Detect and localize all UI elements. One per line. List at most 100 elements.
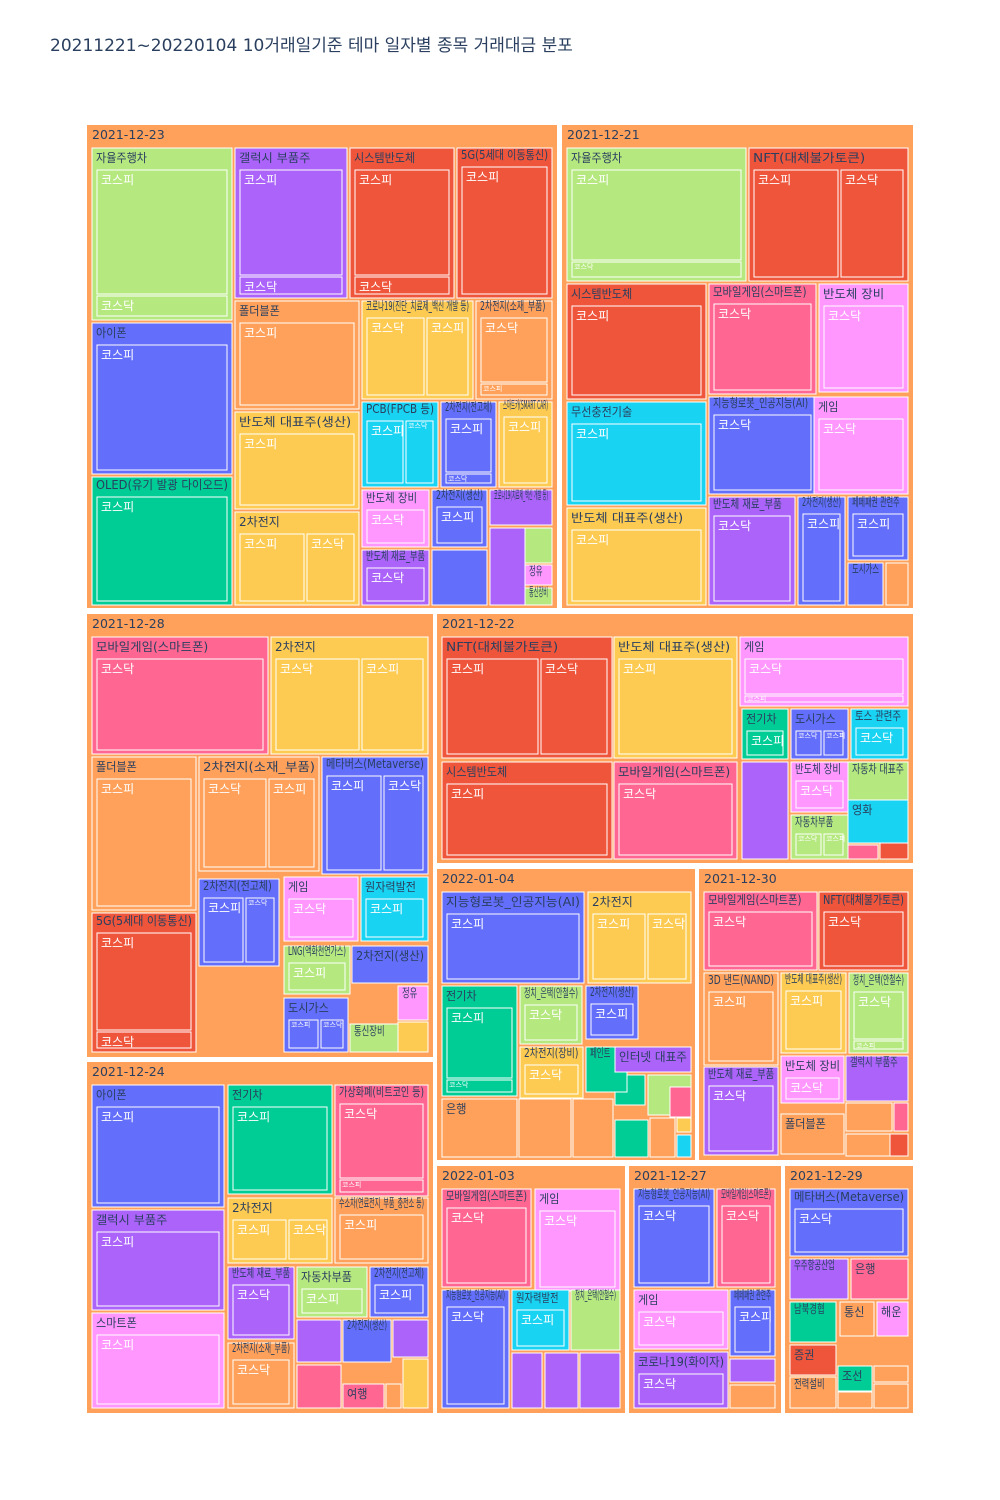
theme-rect[interactable] (91, 322, 233, 475)
minor-theme-tile[interactable] (511, 1352, 543, 1409)
theme-tile[interactable]: 모바일게임(스마트폰) 코스닥 (441, 1188, 532, 1288)
theme-tile[interactable]: 영화 (847, 799, 909, 844)
theme-rect[interactable] (441, 636, 613, 759)
theme-rect[interactable] (441, 1098, 518, 1158)
theme-tile[interactable]: 갤럭시 부품주 (845, 1055, 909, 1102)
theme-rect[interactable] (334, 1197, 429, 1264)
theme-tile[interactable]: 2차전지(생산) 코스피 (585, 985, 639, 1040)
market-rect[interactable] (268, 778, 315, 868)
market-rect[interactable] (288, 1219, 328, 1260)
theme-tile[interactable]: 정치_은택(안철수) (570, 1288, 621, 1351)
minor-theme-tile[interactable] (649, 1117, 676, 1158)
market-rect[interactable] (446, 1306, 505, 1405)
theme-rect[interactable] (789, 1344, 837, 1376)
theme-tile[interactable]: 반도체 대표주(생산) 코스피 (780, 972, 847, 1054)
theme-rect[interactable] (91, 1312, 225, 1409)
minor-theme-tile[interactable] (729, 1358, 776, 1383)
market-rect[interactable] (320, 1019, 344, 1049)
theme-rect[interactable] (633, 1289, 729, 1350)
theme-rect[interactable] (848, 972, 909, 1054)
market-rect[interactable] (239, 322, 355, 406)
theme-tile[interactable]: 모바일게임(스마트폰) 코스닥 (703, 891, 818, 971)
theme-tile[interactable]: 정유 (524, 564, 553, 586)
theme-rect[interactable] (91, 912, 197, 1053)
day-panel-2021-12-27[interactable]: 2021-12-27 지능형로봇_인공지능(AI) 코스닥 모바일게임(스마트폰) 코스… (629, 1166, 781, 1413)
theme-tile[interactable]: 2차전지(소재_부품) 코스닥 (227, 1341, 295, 1409)
market-rect[interactable] (339, 1179, 424, 1193)
minor-theme-tile[interactable] (296, 1364, 342, 1409)
market-rect[interactable] (708, 1085, 774, 1152)
theme-tile[interactable]: 2차전지(소재_부품) 코스닥 코스피 (198, 756, 320, 872)
market-rect[interactable] (383, 775, 424, 871)
market-rect[interactable] (708, 911, 813, 967)
minor-theme-tile[interactable] (741, 761, 789, 860)
market-rect[interactable] (571, 261, 742, 278)
market-rect[interactable] (571, 169, 742, 261)
theme-rect[interactable] (633, 1351, 729, 1409)
minor-theme-tile[interactable] (847, 844, 879, 860)
theme-tile[interactable]: 모바일게임(스마트폰) 코스닥 (716, 1187, 776, 1288)
market-rect[interactable] (366, 567, 425, 602)
theme-rect[interactable] (397, 985, 429, 1021)
market-rect[interactable] (446, 913, 580, 980)
theme-rect[interactable] (91, 636, 269, 755)
theme-rect[interactable] (441, 1188, 532, 1288)
theme-rect[interactable] (441, 761, 613, 860)
theme-tile[interactable]: 코로나19(화이자) 코스닥 (633, 1351, 729, 1409)
minor-theme-tile[interactable] (837, 1391, 873, 1409)
theme-tile[interactable]: 폴더블폰 (780, 1113, 845, 1155)
market-rect[interactable] (503, 416, 548, 484)
market-rect[interactable] (446, 1079, 513, 1093)
market-rect[interactable] (96, 496, 228, 602)
theme-rect[interactable] (361, 489, 430, 548)
theme-rect[interactable] (334, 1084, 429, 1197)
theme-tile[interactable]: 지능형로봇_인공지능(AI) 코스피 (441, 891, 585, 984)
market-rect[interactable] (339, 1214, 424, 1260)
theme-rect[interactable] (351, 945, 429, 984)
minor-theme-tile[interactable] (524, 527, 553, 564)
market-rect[interactable] (306, 533, 355, 602)
theme-tile[interactable]: 인터넷 대표주 (614, 1046, 692, 1073)
market-rect[interactable] (446, 1007, 513, 1079)
theme-rect[interactable] (703, 891, 818, 971)
day-panel-2022-01-03[interactable]: 2022-01-03모바일게임(스마트폰)코스닥게임코스닥지능형로봇_인공지능(… (437, 1166, 625, 1413)
theme-rect[interactable] (741, 708, 789, 760)
market-rect[interactable] (802, 513, 841, 602)
market-rect[interactable] (203, 897, 244, 963)
theme-rect[interactable] (283, 997, 349, 1053)
theme-rect[interactable] (818, 891, 909, 971)
minor-theme-tile[interactable] (669, 1086, 692, 1118)
theme-rect[interactable] (845, 1055, 909, 1102)
market-rect[interactable] (855, 727, 904, 756)
theme-tile[interactable]: NFT(대체불가토큰) 코스피 코스닥 (748, 147, 909, 282)
theme-rect[interactable] (227, 1342, 295, 1409)
minor-theme-tile[interactable] (572, 1098, 614, 1158)
market-rect[interactable] (853, 991, 904, 1040)
theme-rect[interactable] (234, 147, 348, 299)
market-rect[interactable] (426, 317, 469, 396)
market-rect[interactable] (785, 1077, 840, 1100)
theme-rect[interactable] (847, 496, 909, 561)
market-rect[interactable] (571, 529, 702, 602)
theme-tile[interactable]: 코로나19(진단_치료제_백신 개발 등) 코스닥 코스피 (361, 299, 474, 400)
theme-tile[interactable]: 지능형로봇_인공지능(AI) 코스닥 (708, 396, 817, 495)
market-rect[interactable] (445, 418, 492, 473)
